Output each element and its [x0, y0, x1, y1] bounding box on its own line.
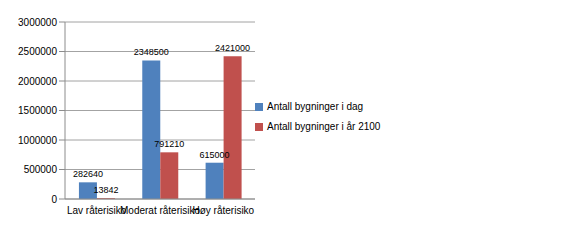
svg-text:3000000: 3000000 — [18, 17, 57, 28]
svg-text:Moderat råterisiko: Moderat råterisiko — [120, 205, 200, 216]
svg-text:500000: 500000 — [24, 164, 58, 175]
svg-text:2421000: 2421000 — [215, 43, 250, 53]
svg-text:791210: 791210 — [154, 139, 184, 149]
svg-text:2348500: 2348500 — [134, 47, 169, 57]
svg-text:13842: 13842 — [93, 185, 118, 195]
svg-text:1500000: 1500000 — [18, 105, 57, 116]
svg-text:Lav råterisiko: Lav råterisiko — [67, 205, 127, 216]
svg-text:0: 0 — [51, 194, 57, 205]
svg-text:615000: 615000 — [200, 150, 230, 160]
svg-text:1000000: 1000000 — [18, 135, 57, 146]
svg-text:2000000: 2000000 — [18, 76, 57, 87]
svg-text:Høy råterisiko: Høy råterisiko — [192, 205, 254, 216]
html-text:Antall bygninger i dag: Antall bygninger i dag — [267, 101, 364, 112]
svg-text:282640: 282640 — [73, 169, 103, 179]
svg-text:2500000: 2500000 — [18, 46, 57, 57]
html-text:Antall bygninger i år 2100: Antall bygninger i år 2100 — [267, 121, 381, 132]
